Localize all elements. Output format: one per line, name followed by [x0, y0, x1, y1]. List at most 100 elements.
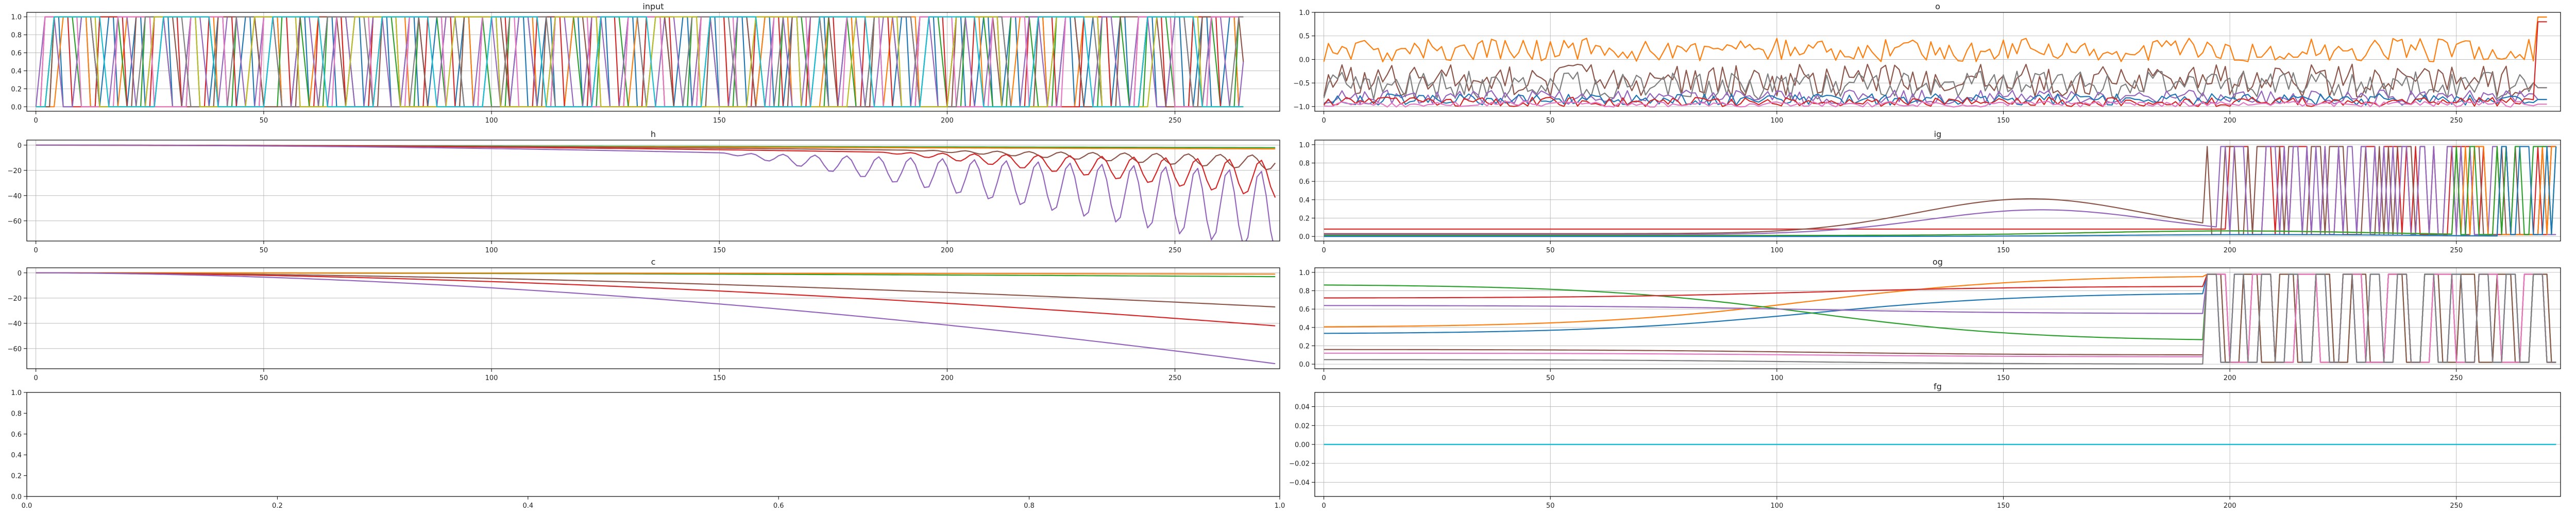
subplot-c: 0 50 100 150 200 250 −60 −40 −20 0 c [8, 257, 1280, 382]
series-line [1324, 146, 2557, 237]
x-tick-label: 0.6 [773, 502, 784, 510]
x-tick-label: 150 [1997, 502, 2010, 510]
x-tick-label: 50 [1546, 247, 1555, 254]
subplot-h: 0 50 100 150 200 250 −60 −40 −20 0 h [8, 129, 1280, 254]
y-tick-label: 1.0 [1299, 269, 1310, 277]
subplot-title: og [1933, 257, 1943, 267]
axes-frame [1314, 267, 2561, 369]
axes-frame [26, 392, 1280, 497]
y-tick-label: 0.6 [1299, 306, 1310, 314]
subplot-title: ig [1934, 129, 1942, 139]
x-tick-label: 1.0 [1275, 502, 1285, 510]
x-tick-label: 150 [1997, 117, 2010, 125]
series-line [36, 272, 1276, 275]
y-tick-label: −40 [8, 320, 22, 328]
y-tick-label: 0.8 [1299, 160, 1310, 168]
y-tick-label: −0.02 [1289, 460, 1310, 468]
x-tick-label: 50 [260, 247, 268, 254]
y-tick-label: −1.0 [1293, 104, 1310, 111]
x-tick-label: 200 [941, 374, 954, 382]
subplot-title: input [642, 2, 664, 11]
x-tick-label: 250 [1168, 374, 1181, 382]
y-tick-label: 0.0 [11, 493, 22, 501]
series-line [1323, 63, 2547, 98]
x-tick-label: 100 [1770, 374, 1783, 382]
x-tick-label: 50 [1546, 374, 1555, 382]
subplot-title: fg [1934, 382, 1942, 391]
x-tick-label: 0 [34, 374, 38, 382]
x-tick-label: 100 [1770, 247, 1783, 254]
x-tick-label: 50 [260, 374, 268, 382]
subplot-fg: 0 50 100 150 200 250 −0.04 −0.02 0.00 0.02 0.04 fg [1289, 382, 2561, 510]
x-tick-label: 200 [941, 117, 954, 125]
x-tick-label: 150 [1997, 374, 2010, 382]
x-tick-label: 50 [260, 117, 268, 125]
x-tick-label: 150 [713, 247, 726, 254]
subplot-ig: 0 50 100 150 200 250 0.0 0.2 0.4 0.6 0.8 1.0 ig [1299, 129, 2561, 254]
y-tick-label: 0.0 [1299, 56, 1310, 64]
x-tick-label: 250 [2450, 374, 2463, 382]
x-tick-label: 150 [1997, 247, 2010, 254]
y-tick-label: 0.4 [11, 452, 22, 459]
subplot-title: o [1935, 2, 1940, 11]
series-line [36, 272, 1276, 308]
x-tick-label: 150 [713, 117, 726, 125]
y-tick-label: 0.6 [11, 50, 22, 58]
x-tick-label: 0.0 [22, 502, 32, 510]
y-tick-label: 0 [18, 142, 22, 150]
series-line [36, 272, 1276, 365]
y-tick-label: −60 [8, 346, 22, 353]
y-tick-label: 0.0 [1299, 361, 1310, 369]
subplot-input: 0 50 100 150 200 250 0.0 0.2 0.4 0.6 0.8 1.0 input [11, 2, 1280, 125]
x-tick-label: 100 [1770, 502, 1783, 510]
series-line [1323, 93, 2547, 106]
x-tick-label: 250 [2450, 117, 2463, 125]
x-tick-label: 200 [2224, 247, 2236, 254]
x-tick-label: 0 [34, 247, 38, 254]
x-tick-label: 200 [2224, 117, 2236, 125]
series-line [36, 144, 1274, 241]
y-tick-label: 0.4 [1299, 197, 1310, 204]
series-line [1324, 100, 2547, 108]
series-line [36, 16, 1244, 108]
x-tick-label: 100 [1770, 117, 1783, 125]
x-tick-label: 250 [1168, 117, 1181, 125]
y-tick-label: 0.2 [1299, 342, 1310, 350]
y-tick-label: −0.04 [1289, 479, 1310, 487]
y-tick-label: −60 [8, 218, 22, 226]
y-tick-label: 0.04 [1295, 404, 1310, 411]
y-tick-label: −40 [8, 193, 22, 200]
y-tick-label: 0.8 [1299, 288, 1310, 296]
x-tick-label: 100 [485, 374, 498, 382]
x-tick-label: 0 [1321, 247, 1326, 254]
x-tick-label: 200 [2224, 502, 2236, 510]
y-tick-label: 0 [18, 270, 22, 278]
y-tick-label: 0.8 [11, 410, 22, 418]
y-tick-label: 0.4 [11, 67, 22, 75]
x-tick-label: 100 [485, 247, 498, 254]
y-tick-label: 0.02 [1295, 422, 1310, 430]
y-tick-label: −20 [8, 167, 22, 175]
x-tick-label: 0 [34, 117, 38, 125]
axes-frame [26, 140, 1280, 242]
y-tick-label: 0.0 [11, 104, 22, 111]
x-tick-label: 150 [713, 374, 726, 382]
x-tick-label: 250 [2450, 247, 2463, 254]
x-tick-label: 200 [2224, 374, 2236, 382]
x-tick-label: 0 [1321, 117, 1326, 125]
x-tick-label: 250 [2450, 502, 2463, 510]
series-line [1324, 273, 2556, 365]
subplot-og: 0 50 100 150 200 250 0.0 0.2 0.4 0.6 0.8 1.0 og [1299, 257, 2561, 382]
series-line [36, 272, 1276, 327]
x-tick-label: 250 [1168, 247, 1181, 254]
x-tick-label: 0.2 [272, 502, 283, 510]
x-tick-label: 100 [485, 117, 498, 125]
series-line [1323, 21, 2547, 107]
axes-frame [26, 12, 1280, 112]
axes-frame [26, 267, 1280, 369]
y-tick-label: 0.6 [1299, 178, 1310, 186]
axes-frame [1314, 140, 2561, 242]
y-tick-label: 0.6 [11, 431, 22, 439]
x-tick-label: 0 [1321, 374, 1326, 382]
